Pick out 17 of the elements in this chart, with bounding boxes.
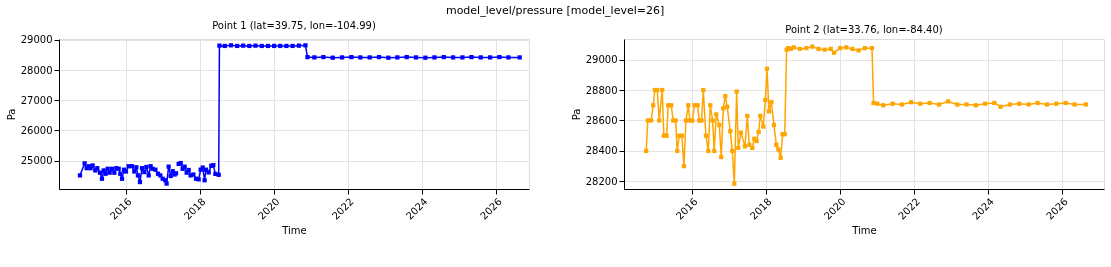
y-tick-label: 28200 [585, 175, 618, 187]
y-tick-label: 28800 [585, 84, 618, 96]
y-tick-label: 28600 [585, 114, 618, 126]
y-tick-label: 26000 [20, 124, 53, 136]
y-axis-title: Pa [570, 108, 582, 121]
x-axis-title: Time [281, 224, 307, 236]
y-tick-label: 27000 [20, 94, 53, 106]
chart-title: Point 2 (lat=33.76, lon=-84.40) [785, 24, 943, 35]
y-tick-label: 25000 [20, 155, 53, 167]
y-tick-label: 28400 [585, 145, 618, 157]
y-tick-label: 29000 [585, 54, 618, 66]
text: model_level/pressure [model_level=26] [445, 4, 665, 18]
x-axis-title: Time [851, 224, 877, 236]
y-tick-label: 28000 [20, 64, 53, 76]
chart-title: Point 1 (lat=39.75, lon=-104.99) [212, 19, 376, 31]
y-tick-label: 29000 [20, 34, 53, 46]
y-axis-title: Pa [5, 108, 17, 121]
